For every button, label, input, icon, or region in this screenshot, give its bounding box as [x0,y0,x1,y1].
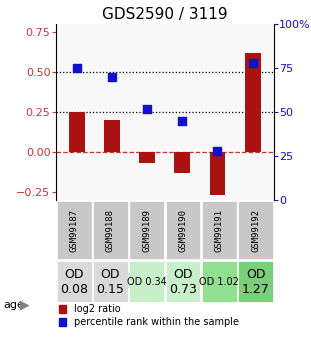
Bar [93,261,128,302]
Bar [57,201,91,259]
Bar [165,261,200,302]
Text: GSM99187: GSM99187 [70,209,79,252]
Bar [238,201,273,259]
Bar [93,201,128,259]
Text: age: age [3,300,24,310]
Text: GSM99188: GSM99188 [106,209,115,252]
Bar [104,120,120,152]
Bar [174,152,190,173]
Text: GSM99191: GSM99191 [215,209,224,252]
Text: OD
0.73: OD 0.73 [169,268,197,296]
Text: GSM99190: GSM99190 [179,209,188,252]
Text: OD
0.08: OD 0.08 [60,268,88,296]
Bar [57,261,91,302]
Text: OD 0.34: OD 0.34 [127,277,167,287]
Bar [69,112,85,152]
Text: ▶: ▶ [20,299,30,312]
Text: GSM99192: GSM99192 [251,209,260,252]
Text: GSM99189: GSM99189 [142,209,151,252]
Bar [129,201,164,259]
Bar [210,152,225,195]
Bar [165,201,200,259]
Text: OD
0.15: OD 0.15 [96,268,124,296]
Text: OD
1.27: OD 1.27 [242,268,269,296]
Text: OD 1.02: OD 1.02 [199,277,239,287]
Point [145,106,150,111]
Bar [202,261,237,302]
Point [75,65,80,71]
Bar [202,201,237,259]
Bar [139,152,155,163]
Point [110,74,115,80]
Point [180,118,185,124]
Point [250,60,255,66]
Bar [238,261,273,302]
Bar [129,261,164,302]
Legend: log2 ratio, percentile rank within the sample: log2 ratio, percentile rank within the s… [59,304,239,327]
Point [215,148,220,154]
Bar [245,53,261,152]
Title: GDS2590 / 3119: GDS2590 / 3119 [102,7,228,22]
